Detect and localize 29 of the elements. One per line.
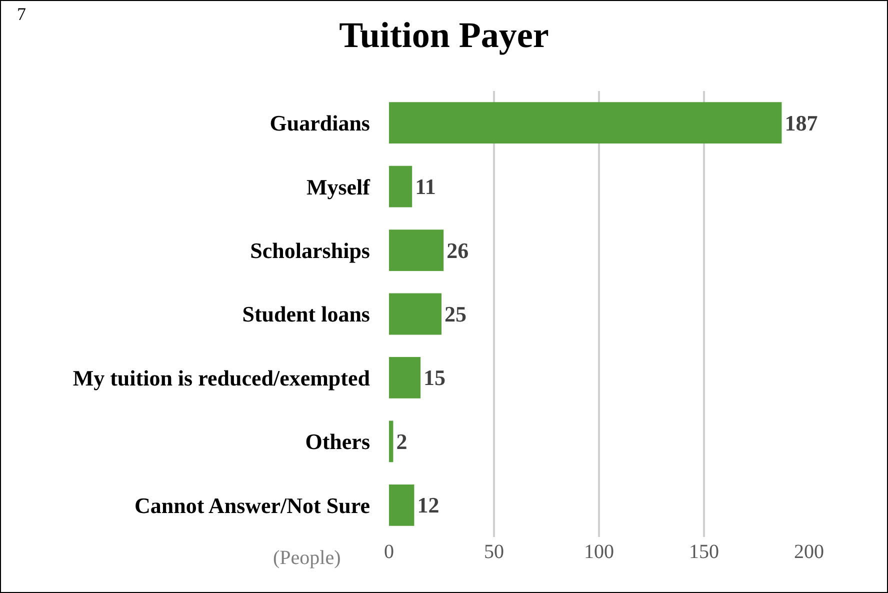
y-tick-label: Scholarships (250, 238, 370, 263)
data-label: 12 (417, 492, 440, 518)
data-label: 25 (444, 302, 466, 326)
y-tick-label: Myself (306, 174, 371, 200)
bar (389, 420, 394, 462)
x-axis-title: (People) (273, 547, 341, 569)
y-tick-label: Guardians (270, 110, 370, 136)
bar (389, 484, 414, 526)
data-label: 187 (784, 110, 818, 136)
y-tick-label: Student loans (242, 302, 370, 327)
bar (389, 293, 442, 335)
data-label: 2 (396, 428, 408, 454)
data-label: 26 (446, 238, 469, 263)
x-tick-label: 50 (484, 541, 504, 563)
y-tick-label: My tuition is reduced/exempted (72, 365, 370, 390)
text: 7 (17, 4, 26, 24)
x-tick-label: 100 (584, 541, 614, 563)
bar (389, 357, 420, 398)
data-label: 11 (415, 174, 436, 200)
y-tick-label: Cannot Answer/Not Sure (134, 492, 370, 518)
bar (389, 102, 782, 144)
x-tick-label: 0 (384, 541, 394, 563)
bar (389, 230, 444, 271)
x-tick-label: 200 (794, 541, 824, 563)
chart-title: Tuition Payer (339, 14, 549, 55)
bar (389, 166, 412, 208)
data-label: 15 (424, 365, 446, 390)
x-tick-label: 150 (689, 541, 719, 563)
y-tick-label: Others (305, 429, 370, 454)
